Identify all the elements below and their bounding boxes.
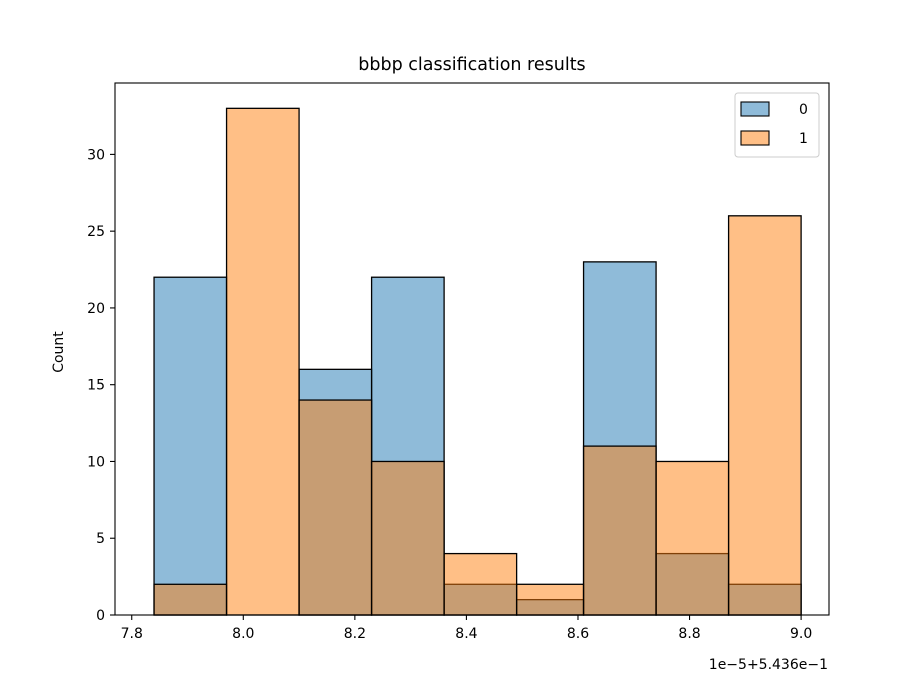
x-tick-label: 8.6 (567, 626, 589, 642)
chart-title: bbbp classification results (358, 55, 585, 75)
bar-series-1-bin-8 (727, 215, 802, 616)
plot-frame (114, 82, 830, 616)
bar-series-1-bin-4 (443, 552, 518, 616)
legend-swatch-1 (740, 130, 770, 146)
y-tick-label: 10 (87, 454, 105, 470)
bar-series-1-bin-5 (515, 583, 585, 616)
y-tick-label: 25 (87, 224, 105, 240)
y-tick-label: 30 (87, 147, 105, 163)
bars-layer (153, 107, 802, 616)
legend-swatch-0 (740, 101, 770, 117)
y-tick-label: 5 (96, 531, 105, 547)
legend-label-0: 0 (799, 102, 808, 118)
bar-series-1-bin-7 (655, 460, 730, 616)
x-tick-label: 9.0 (790, 626, 812, 642)
bar-series-1-bin-1 (225, 107, 300, 616)
bar-series-1-bin-0 (153, 583, 228, 616)
x-axis-offset-label: 1e−5+5.436e−1 (709, 657, 828, 673)
y-axis-label: Count (51, 331, 67, 373)
x-tick-label: 7.8 (121, 626, 143, 642)
x-tick-label: 8.4 (455, 626, 477, 642)
y-tick-label: 15 (87, 378, 105, 394)
legend-label-1: 1 (799, 131, 808, 147)
bar-series-1-bin-3 (370, 460, 445, 616)
y-tick-label: 20 (87, 301, 105, 317)
x-tick-label: 8.8 (678, 626, 700, 642)
y-tick-label: 0 (96, 608, 105, 624)
x-tick-label: 8.2 (344, 626, 366, 642)
bar-series-0-bin-0 (153, 276, 228, 616)
bar-series-1-bin-2 (298, 399, 373, 616)
legend: 01 (734, 92, 820, 158)
bar-series-1-bin-6 (582, 445, 657, 616)
x-tick-label: 8.0 (232, 626, 254, 642)
